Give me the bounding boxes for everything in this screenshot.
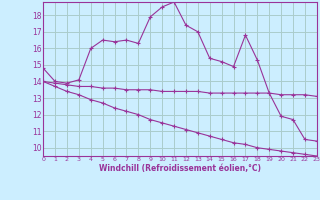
X-axis label: Windchill (Refroidissement éolien,°C): Windchill (Refroidissement éolien,°C) [99,164,261,173]
